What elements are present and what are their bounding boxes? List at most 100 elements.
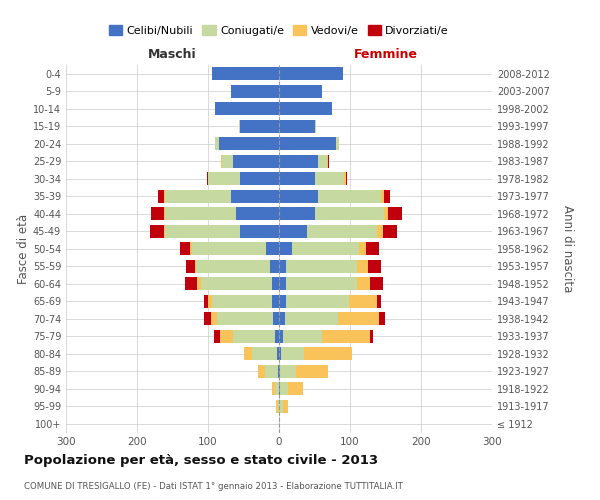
Bar — [205, 294, 208, 308]
Bar — [278, 400, 279, 413]
Bar — [284, 312, 338, 326]
Bar — [218, 137, 279, 150]
Bar — [215, 137, 218, 150]
Bar — [307, 224, 377, 238]
Bar — [265, 364, 278, 378]
Bar — [258, 364, 265, 378]
Bar — [179, 242, 190, 256]
Bar — [368, 260, 380, 273]
Bar — [279, 260, 286, 273]
Bar — [279, 137, 336, 150]
Bar — [233, 154, 279, 168]
Bar — [239, 120, 240, 133]
Bar — [338, 312, 379, 326]
Bar — [292, 242, 359, 256]
Bar — [384, 190, 390, 203]
Bar — [185, 277, 197, 290]
Bar — [231, 190, 279, 203]
Y-axis label: Anni di nascita: Anni di nascita — [561, 205, 574, 292]
Bar — [388, 207, 402, 220]
Bar — [279, 277, 286, 290]
Bar — [377, 224, 383, 238]
Bar — [283, 330, 322, 343]
Bar — [367, 242, 379, 256]
Bar — [196, 260, 271, 273]
Bar — [275, 330, 279, 343]
Bar — [190, 242, 191, 256]
Bar — [274, 312, 279, 326]
Bar — [191, 242, 266, 256]
Bar — [276, 400, 278, 413]
Bar — [328, 154, 329, 168]
Legend: Celibi/Nubili, Coniugati/e, Vedovi/e, Divorziati/e: Celibi/Nubili, Coniugati/e, Vedovi/e, Di… — [104, 21, 454, 40]
Bar — [166, 224, 240, 238]
Bar — [314, 207, 384, 220]
Bar — [279, 84, 322, 98]
Bar — [377, 294, 380, 308]
Bar — [357, 260, 368, 273]
Bar — [272, 294, 279, 308]
Bar — [286, 277, 357, 290]
Bar — [279, 120, 314, 133]
Bar — [231, 84, 279, 98]
Bar — [279, 207, 314, 220]
Bar — [272, 382, 275, 396]
Y-axis label: Fasce di età: Fasce di età — [17, 214, 30, 284]
Bar — [158, 190, 164, 203]
Bar — [380, 190, 384, 203]
Bar — [272, 277, 279, 290]
Bar — [220, 330, 233, 343]
Bar — [370, 330, 373, 343]
Text: Maschi: Maschi — [148, 48, 197, 62]
Bar — [314, 172, 344, 186]
Bar — [244, 347, 252, 360]
Bar — [279, 347, 281, 360]
Bar — [214, 330, 220, 343]
Bar — [240, 120, 279, 133]
Bar — [275, 382, 279, 396]
Bar — [344, 172, 346, 186]
Bar — [359, 242, 367, 256]
Bar — [211, 312, 217, 326]
Bar — [384, 207, 388, 220]
Text: Popolazione per età, sesso e stato civile - 2013: Popolazione per età, sesso e stato civil… — [24, 454, 378, 467]
Bar — [150, 224, 164, 238]
Bar — [194, 260, 196, 273]
Bar — [212, 67, 279, 80]
Bar — [279, 224, 307, 238]
Bar — [217, 312, 274, 326]
Bar — [164, 224, 166, 238]
Bar — [151, 207, 164, 220]
Bar — [370, 277, 383, 290]
Bar — [280, 364, 296, 378]
Bar — [286, 294, 349, 308]
Text: COMUNE DI TRESIGALLO (FE) - Dati ISTAT 1° gennaio 2013 - Elaborazione TUTTITALIA: COMUNE DI TRESIGALLO (FE) - Dati ISTAT 1… — [24, 482, 403, 491]
Bar — [283, 400, 288, 413]
Bar — [286, 260, 357, 273]
Bar — [215, 102, 279, 116]
Bar — [166, 190, 231, 203]
Bar — [164, 207, 166, 220]
Bar — [281, 347, 304, 360]
Bar — [208, 172, 240, 186]
Bar — [164, 190, 166, 203]
Bar — [322, 330, 370, 343]
Bar — [279, 154, 318, 168]
Bar — [221, 154, 222, 168]
Bar — [236, 207, 279, 220]
Bar — [212, 294, 272, 308]
Bar — [208, 294, 212, 308]
Bar — [233, 330, 275, 343]
Bar — [278, 364, 279, 378]
Bar — [280, 382, 287, 396]
Bar — [204, 312, 211, 326]
Bar — [271, 260, 279, 273]
Bar — [279, 312, 284, 326]
Bar — [346, 172, 347, 186]
Bar — [318, 190, 380, 203]
Bar — [279, 190, 318, 203]
Bar — [206, 172, 208, 186]
Bar — [279, 330, 283, 343]
Bar — [186, 260, 194, 273]
Bar — [279, 67, 343, 80]
